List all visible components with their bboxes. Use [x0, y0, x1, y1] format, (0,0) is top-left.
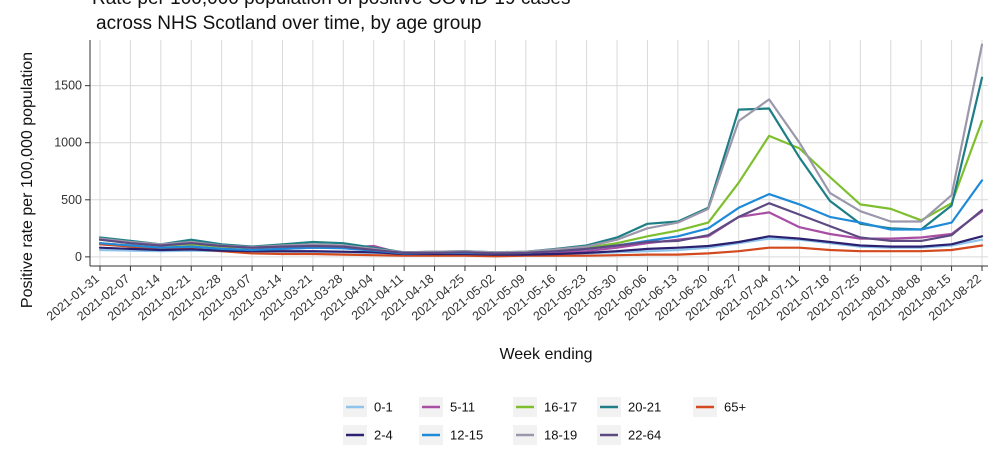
gridlines — [90, 40, 988, 266]
legend-item: 5-11 — [419, 397, 475, 417]
series-line-65+ — [98, 243, 984, 258]
chart-title: Rate per 100,000 population of positive … — [92, 0, 570, 34]
chart-title-line-1: Rate per 100,000 population of positive … — [92, 0, 570, 9]
chart-title-line-2: across NHS Scotland over time, by age gr… — [96, 13, 481, 34]
y-tick-label: 1000 — [54, 136, 82, 150]
legend-item: 22-64 — [597, 425, 661, 445]
legend-item: 16-17 — [513, 397, 577, 417]
legend-label: 5-11 — [450, 400, 475, 415]
series-lines — [98, 43, 984, 258]
y-tick-label: 0 — [75, 250, 82, 264]
legend: 0-1 5-11 16-17 20-21 65+ 2-4 12-15 18-19 22-64 — [343, 397, 746, 445]
legend-item: 2-4 — [343, 425, 393, 445]
legend-label: 65+ — [724, 400, 746, 415]
legend-label: 18-19 — [544, 428, 577, 443]
legend-label: 22-64 — [628, 428, 661, 443]
series-line-20-21 — [98, 76, 984, 254]
y-tick-label: 1500 — [54, 79, 82, 93]
legend-item: 12-15 — [419, 425, 483, 445]
legend-item: 18-19 — [513, 425, 577, 445]
legend-item: 0-1 — [343, 397, 393, 417]
legend-label: 12-15 — [450, 428, 483, 443]
series-line-22-64 — [98, 202, 984, 255]
legend-label: 2-4 — [374, 428, 393, 443]
legend-label: 0-1 — [374, 400, 393, 415]
y-axis-title: Positive rate per 100,000 population — [19, 52, 36, 308]
legend-item: 20-21 — [597, 397, 661, 417]
x-axis: 2021-01-312021-02-072021-02-142021-02-21… — [44, 265, 988, 323]
y-tick-label: 500 — [61, 193, 82, 207]
legend-item: 65+ — [693, 397, 746, 417]
legend-label: 16-17 — [544, 400, 577, 415]
legend-label: 20-21 — [628, 400, 661, 415]
y-axis: 0 500 1000 1500 — [54, 40, 91, 266]
x-axis-title: Week ending — [499, 346, 592, 363]
series-line-2-4 — [98, 235, 984, 256]
